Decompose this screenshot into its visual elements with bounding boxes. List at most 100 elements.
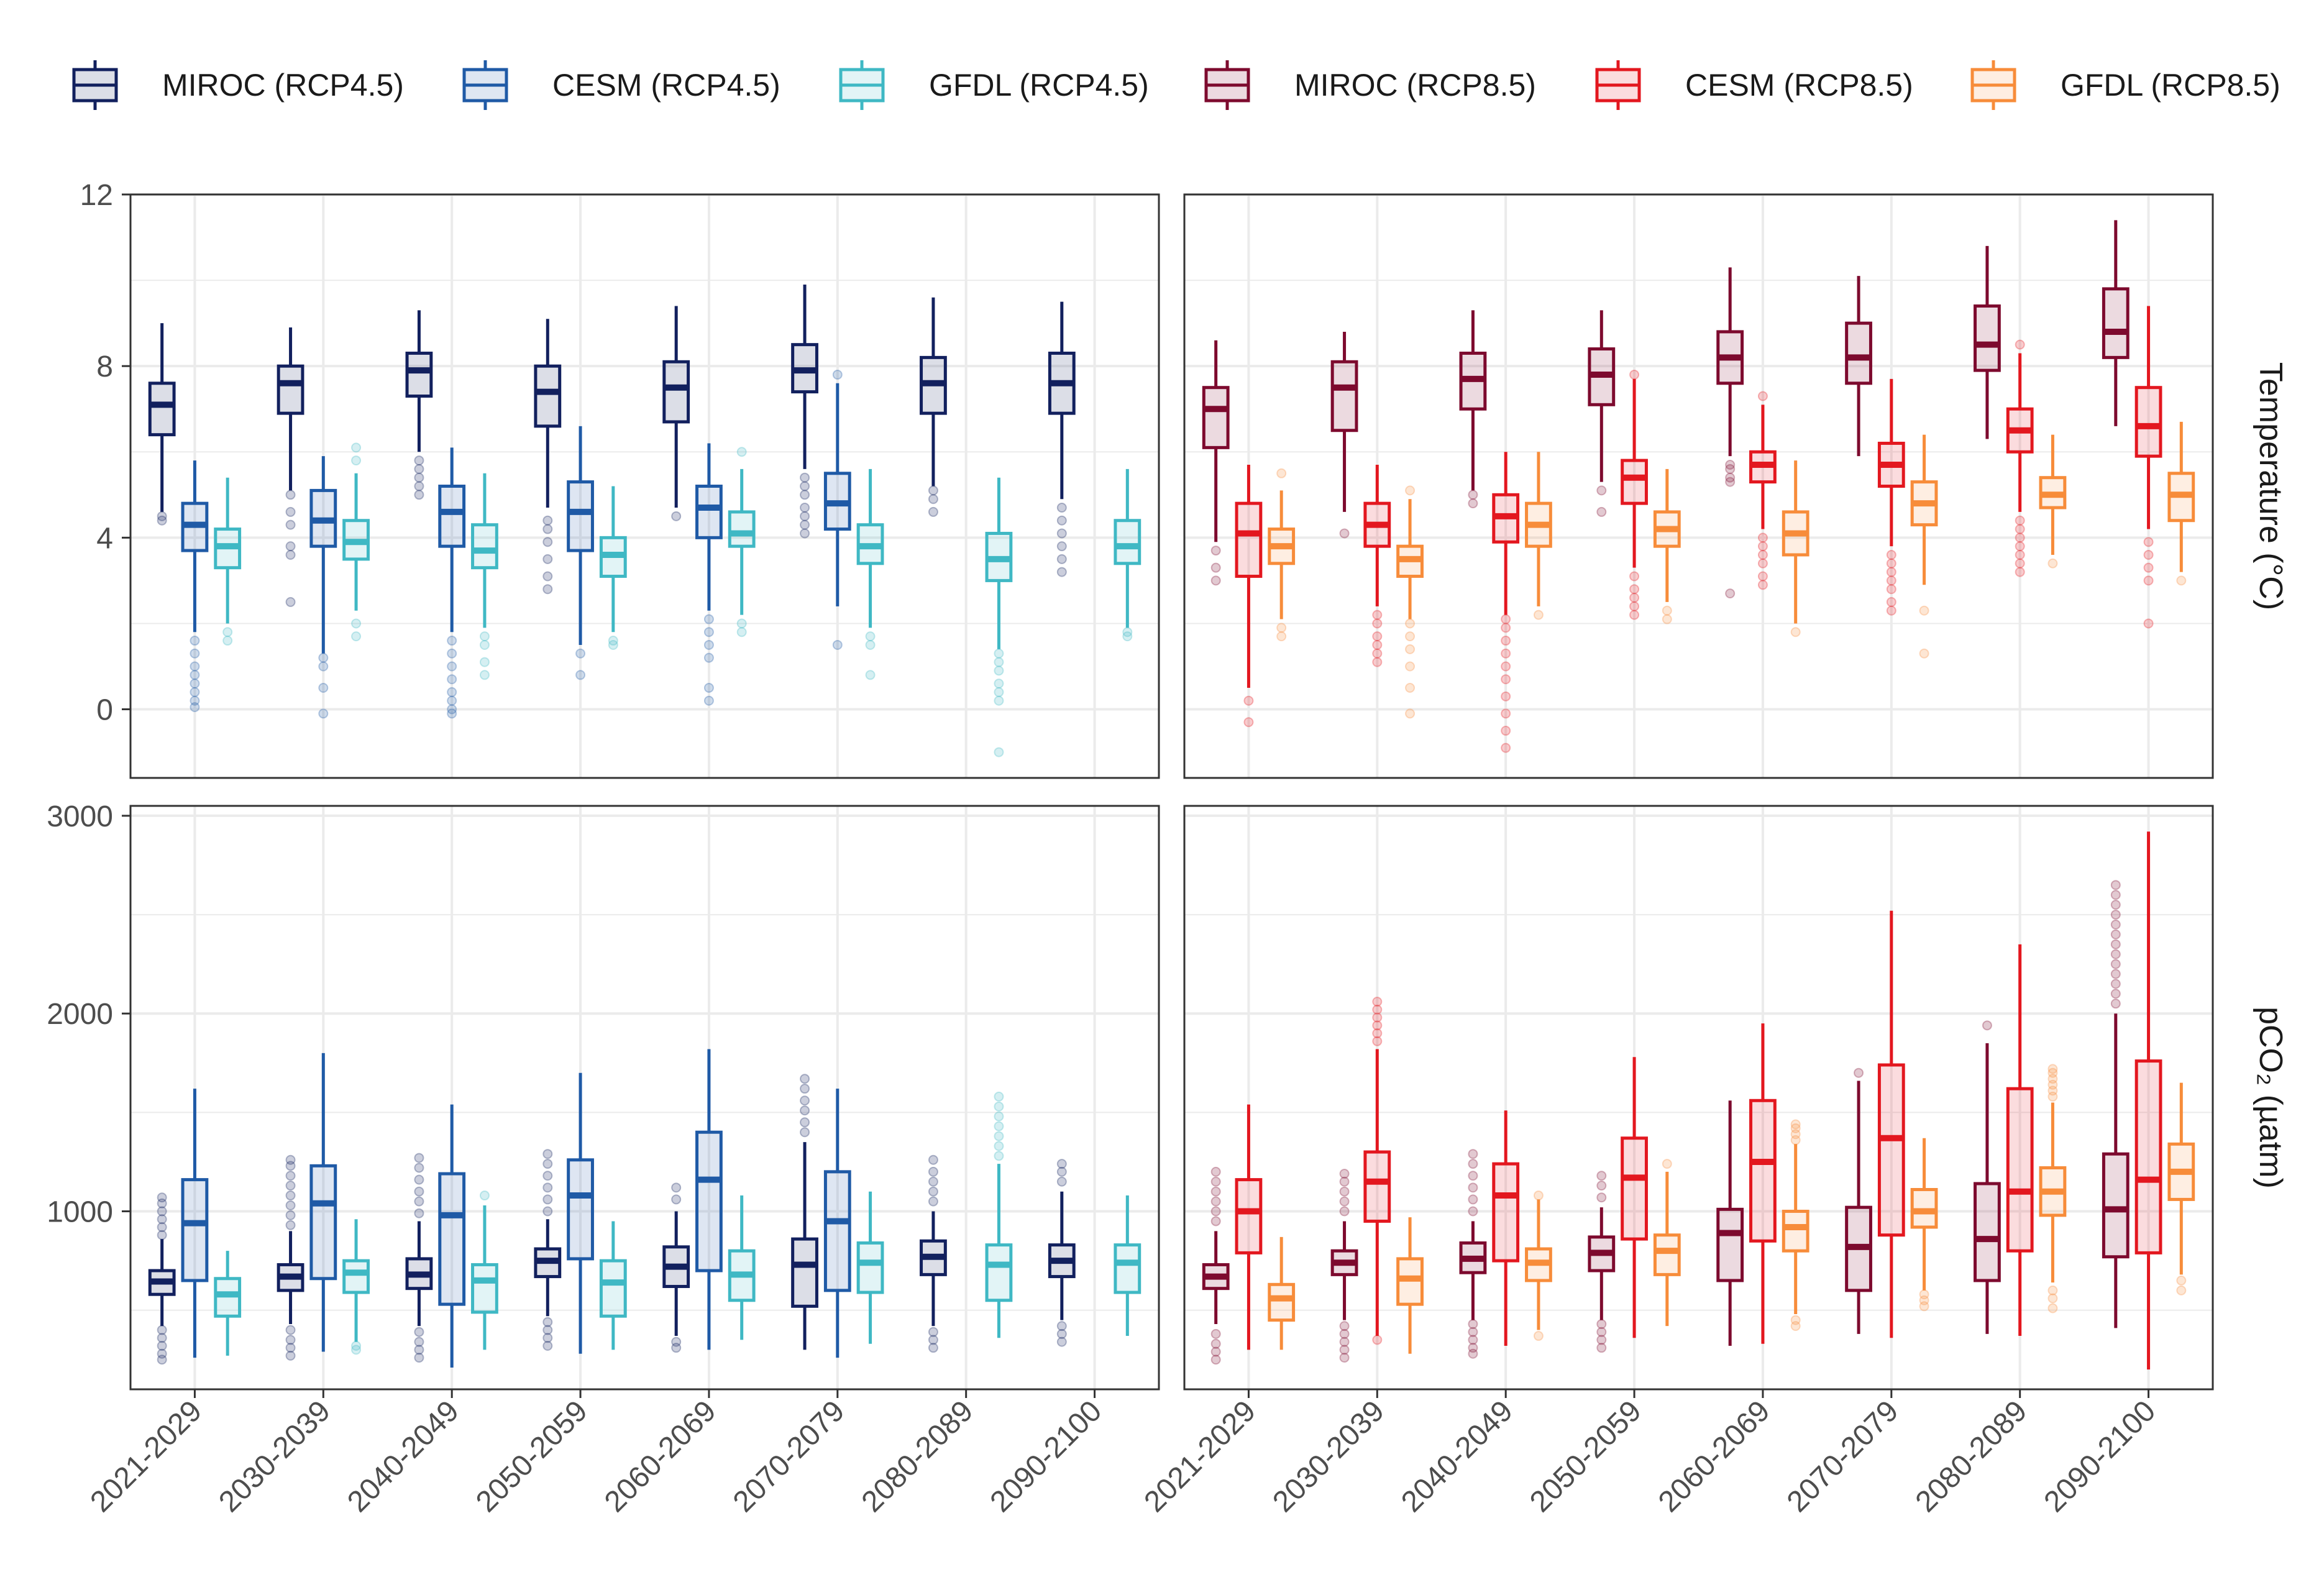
outlier-point bbox=[2110, 989, 2121, 999]
panel-border bbox=[129, 805, 1160, 1391]
outlier-point bbox=[1339, 1328, 1350, 1339]
box-miroc-2040-2049 bbox=[405, 310, 433, 500]
outlier-point bbox=[1276, 623, 1287, 633]
outlier-point bbox=[1596, 1335, 1607, 1345]
outlier-point bbox=[1056, 1328, 1067, 1339]
outlier-point bbox=[318, 683, 329, 693]
box-iqr bbox=[1492, 1162, 1520, 1263]
box-gfdl-2060-2069 bbox=[1782, 1119, 1809, 1332]
box-iqr bbox=[342, 1259, 370, 1294]
facet-strips: Temperature (°C) pCO₂ (µatm) bbox=[2253, 362, 2289, 1189]
outlier-point bbox=[800, 519, 810, 530]
outlier-point bbox=[994, 747, 1004, 757]
box-iqr bbox=[1621, 1136, 1648, 1241]
outlier-point bbox=[2047, 1285, 2058, 1295]
box-cesm-2080-2089 bbox=[2006, 339, 2034, 577]
outlier-point bbox=[2015, 558, 2025, 569]
box-cesm-2060-2069 bbox=[695, 1049, 723, 1350]
outlier-point bbox=[414, 1208, 424, 1218]
outlier-point bbox=[2015, 541, 2025, 552]
outlier-point bbox=[285, 1171, 296, 1181]
box-gfdl-2090-2100 bbox=[1114, 468, 1141, 642]
box-gfdl-2060-2069 bbox=[728, 1195, 756, 1340]
y-tick-label: 4 bbox=[96, 522, 113, 555]
box-miroc-2090-2100 bbox=[1048, 301, 1076, 577]
outlier-point bbox=[1468, 1348, 1478, 1359]
outlier-point bbox=[1339, 1196, 1350, 1207]
panel-background bbox=[1184, 806, 2213, 1389]
box-iqr bbox=[2006, 1087, 2034, 1253]
box-iqr bbox=[1235, 1178, 1263, 1254]
outlier-point bbox=[1886, 605, 1896, 616]
outlier-point bbox=[414, 490, 424, 500]
box-miroc-2070-2079 bbox=[1845, 1067, 1872, 1334]
box-gfdl-2040-2049 bbox=[1525, 452, 1552, 620]
outlier-point bbox=[671, 1343, 682, 1353]
outlier-point bbox=[1339, 1169, 1350, 1179]
x-tick-label: 2080-2089 bbox=[1910, 1394, 2034, 1519]
outlier-point bbox=[542, 1340, 553, 1351]
outlier-point bbox=[2110, 979, 2121, 989]
box-gfdl-2030-2039 bbox=[1396, 1217, 1424, 1354]
outlier-point bbox=[479, 639, 490, 650]
outlier-point bbox=[1056, 1336, 1067, 1347]
outlier-point bbox=[928, 1335, 938, 1345]
outlier-point bbox=[1243, 695, 1254, 706]
outlier-point bbox=[190, 661, 200, 672]
outlier-point bbox=[1372, 1036, 1383, 1046]
outlier-point bbox=[190, 695, 200, 706]
box-gfdl-2070-2079 bbox=[856, 1191, 884, 1344]
outlier-point bbox=[703, 695, 714, 706]
outlier-point bbox=[1757, 532, 1768, 543]
outlier-point bbox=[1210, 546, 1221, 556]
legend-label: MIROC (RCP8.5) bbox=[1294, 68, 1536, 103]
outlier-point bbox=[1501, 648, 1511, 659]
outlier-point bbox=[285, 1181, 296, 1191]
panel-background bbox=[130, 194, 1159, 778]
outlier-point bbox=[1372, 618, 1383, 629]
outlier-point bbox=[1210, 1328, 1221, 1339]
outlier-point bbox=[1886, 558, 1896, 569]
outlier-point bbox=[1757, 571, 1768, 582]
box-miroc-2080-2089 bbox=[920, 297, 947, 517]
outlier-point bbox=[1886, 575, 1896, 586]
outlier-point bbox=[285, 1343, 296, 1353]
box-miroc-2030-2039 bbox=[1330, 1169, 1358, 1363]
outlier-point bbox=[1629, 593, 1640, 603]
outlier-point bbox=[1629, 601, 1640, 611]
legend-label: GFDL (RCP4.5) bbox=[929, 68, 1149, 103]
box-gfdl-2021-2029 bbox=[1268, 468, 1296, 642]
outlier-point bbox=[832, 369, 843, 380]
outlier-point bbox=[1790, 1315, 1801, 1325]
outlier-point bbox=[2015, 524, 2025, 534]
outlier-point bbox=[994, 1101, 1004, 1112]
box-miroc-2030-2039 bbox=[1330, 331, 1358, 539]
outlier-point bbox=[1372, 1004, 1383, 1015]
box-iqr bbox=[567, 480, 594, 552]
outlier-point bbox=[447, 661, 457, 672]
box-gfdl-2090-2100 bbox=[2167, 1082, 2195, 1295]
outlier-point bbox=[994, 1131, 1004, 1141]
outlier-point bbox=[1210, 1206, 1221, 1217]
outlier-point bbox=[285, 519, 296, 530]
outlier-point bbox=[1056, 1176, 1067, 1187]
box-cesm-2030-2039 bbox=[1363, 464, 1391, 667]
outlier-point bbox=[1122, 631, 1133, 642]
y-tick-label: 2000 bbox=[47, 998, 113, 1031]
outlier-point bbox=[2143, 575, 2154, 586]
outlier-point bbox=[222, 636, 233, 646]
outlier-point bbox=[2047, 558, 2058, 569]
outlier-point bbox=[1372, 1020, 1383, 1031]
outlier-point bbox=[1725, 588, 1736, 599]
outlier-point bbox=[994, 1121, 1004, 1131]
y-tick-label: 3000 bbox=[47, 800, 113, 833]
legend-item-cesm-rcp85: CESM (RCP8.5) bbox=[1595, 60, 1913, 110]
box-gfdl-2021-2029 bbox=[1268, 1236, 1296, 1350]
outlier-point bbox=[1501, 691, 1511, 701]
box-iqr bbox=[985, 1243, 1013, 1302]
outlier-point bbox=[2047, 1074, 2058, 1084]
box-iqr bbox=[405, 351, 433, 398]
box-miroc-2040-2049 bbox=[405, 1153, 433, 1363]
y-tick-label: 8 bbox=[96, 350, 113, 383]
outlier-point bbox=[351, 631, 362, 642]
